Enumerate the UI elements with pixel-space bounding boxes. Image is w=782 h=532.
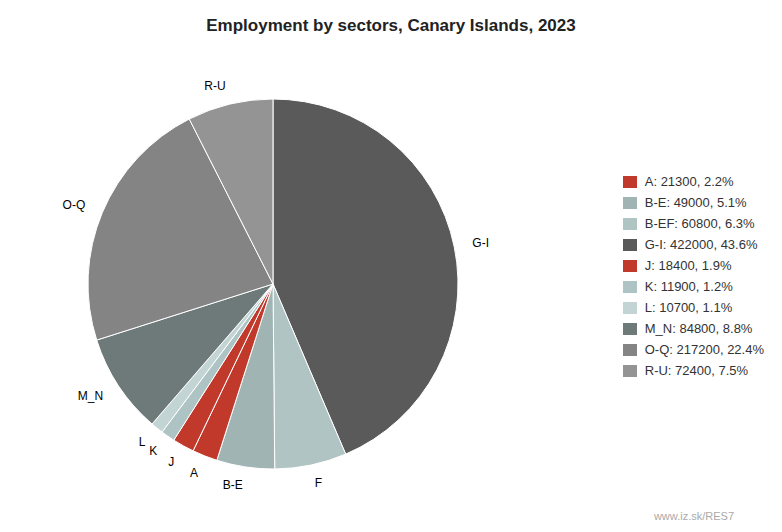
html-text:O-Q: 217200, 22.4%: O-Q: 217200, 22.4% — [644, 342, 764, 357]
html-text:R-U: 72400, 7.5%: R-U: 72400, 7.5% — [644, 363, 749, 378]
svg-text:O-Q: O-Q — [63, 198, 86, 212]
svg-text:K: K — [149, 444, 157, 458]
svg-text:J: J — [168, 455, 174, 469]
html-text:L: 10700, 1.1%: L: 10700, 1.1% — [644, 300, 733, 315]
html-text:www.iz.sk/RES7: www.iz.sk/RES7 — [653, 510, 734, 522]
svg-text:B-E: B-E — [223, 478, 243, 492]
html-text:A: 21300, 2.2%: A: 21300, 2.2% — [644, 174, 734, 189]
svg-text:M_N: M_N — [78, 389, 103, 403]
html-text:M_N: 84800, 8.8%: M_N: 84800, 8.8% — [644, 321, 753, 336]
html-text:J: 18400, 1.9%: J: 18400, 1.9% — [644, 258, 732, 273]
svg-text:G-I: G-I — [472, 236, 489, 250]
svg-text:A: A — [190, 466, 198, 480]
svg-text:F: F — [315, 476, 322, 490]
html-text:B-E: 49000, 5.1%: B-E: 49000, 5.1% — [644, 195, 747, 210]
svg-text:L: L — [139, 435, 146, 449]
html-text:K: 11900, 1.2%: K: 11900, 1.2% — [644, 279, 733, 294]
html-text:Employment by sectors, Canary: Employment by sectors, Canary Islands, 2… — [206, 16, 576, 35]
html-text:G-I: 422000, 43.6%: G-I: 422000, 43.6% — [644, 237, 758, 252]
html-text:B-EF: 60800, 6.3%: B-EF: 60800, 6.3% — [644, 216, 755, 231]
svg-text:R-U: R-U — [204, 79, 225, 93]
